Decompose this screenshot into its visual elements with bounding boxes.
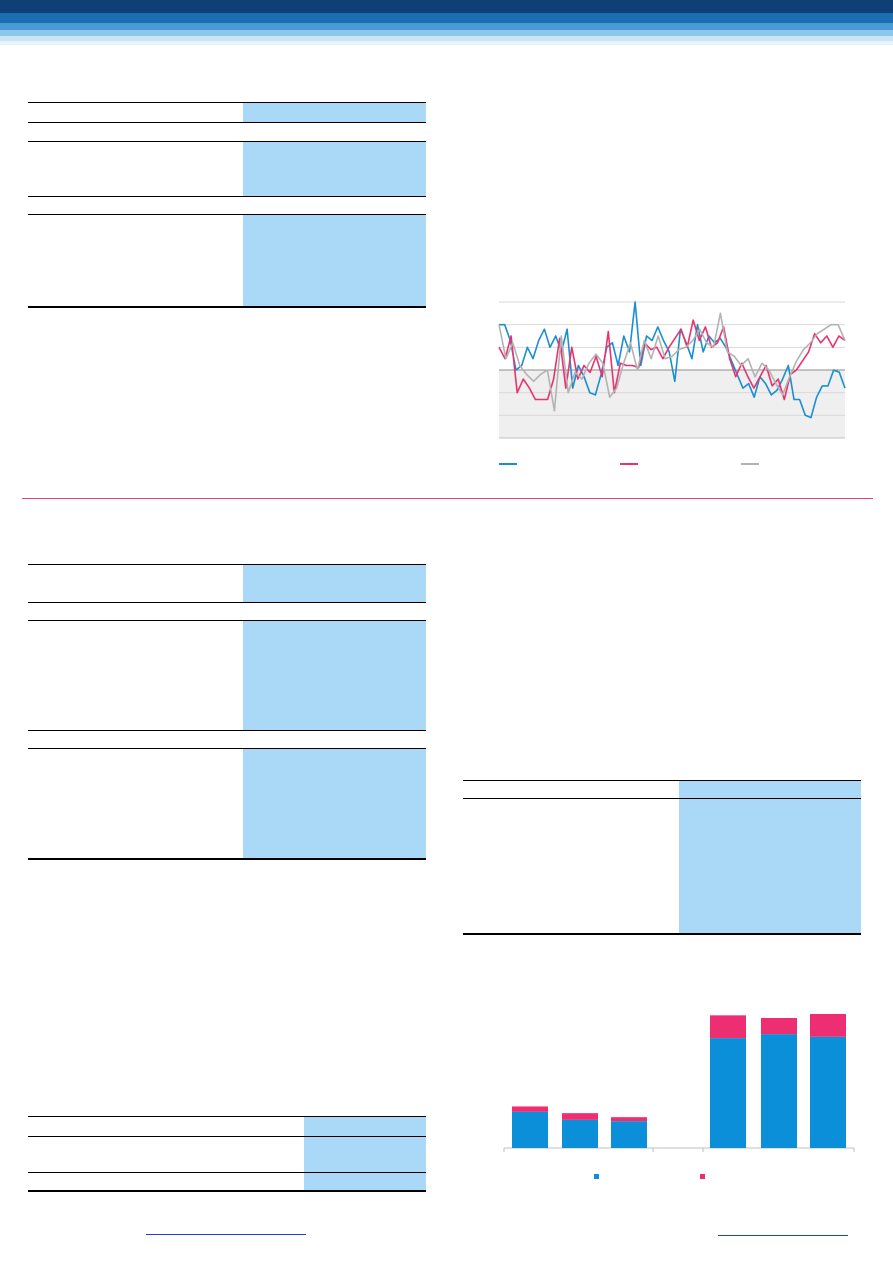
header-band <box>0 41 893 45</box>
line-chart-svg <box>498 301 846 465</box>
table-rule <box>28 122 426 123</box>
bar-base-6 <box>810 1036 846 1148</box>
header-band <box>0 13 893 23</box>
page-header-banner <box>0 0 893 45</box>
bar-top-3 <box>611 1117 647 1122</box>
table-shaded-column <box>243 565 426 602</box>
legend-swatch-1 <box>594 1174 599 1179</box>
table-rule <box>28 564 426 565</box>
table-rule <box>28 748 426 749</box>
table-1 <box>28 102 426 308</box>
bar-top-1 <box>512 1106 548 1112</box>
table-shaded-column <box>243 215 426 306</box>
bar-base-2 <box>562 1119 598 1148</box>
bar-base-1 <box>512 1111 548 1148</box>
table-4 <box>28 1116 426 1196</box>
legend-swatch-2 <box>700 1174 705 1179</box>
footer-link-right[interactable] <box>718 1235 848 1236</box>
shaded-region <box>499 370 845 438</box>
table-rule <box>28 1190 426 1192</box>
table-rule <box>463 780 861 781</box>
table-shaded-column <box>243 621 426 730</box>
footer-link-left[interactable] <box>146 1234 306 1235</box>
table-2 <box>28 564 426 862</box>
bar-top-5 <box>761 1018 797 1035</box>
table-rule <box>28 1172 426 1173</box>
bar-top-6 <box>810 1014 846 1037</box>
series-line-1 <box>499 301 846 419</box>
bar-base-3 <box>611 1121 647 1148</box>
series-line-3 <box>498 312 846 412</box>
header-band <box>0 30 893 36</box>
header-band <box>0 0 893 13</box>
table-rule <box>28 620 426 621</box>
table-rule <box>28 858 426 860</box>
table-shaded-column <box>304 1137 426 1172</box>
bar-chart-svg <box>503 1014 855 1179</box>
header-band <box>0 36 893 41</box>
table-shaded-column <box>679 799 861 933</box>
table-shaded-column <box>243 103 426 122</box>
table-rule <box>28 306 426 308</box>
table-rule <box>28 214 426 215</box>
series-line-2 <box>498 319 846 401</box>
table-rule <box>463 798 861 799</box>
bar-top-4 <box>710 1015 746 1039</box>
section-divider <box>22 498 873 499</box>
table-rule <box>28 141 426 142</box>
header-band <box>0 23 893 30</box>
bar-base-5 <box>761 1034 797 1148</box>
table-shaded-column <box>304 1117 426 1136</box>
table-rule <box>28 1136 426 1137</box>
table-rule <box>28 102 426 103</box>
table-rule <box>28 602 426 603</box>
table-rule <box>463 933 861 935</box>
line-chart <box>497 298 849 476</box>
bar-top-2 <box>562 1113 598 1120</box>
bar-base-4 <box>710 1038 746 1148</box>
table-shaded-column <box>243 142 426 196</box>
table-rule <box>28 196 426 197</box>
table-rule <box>28 1116 426 1117</box>
table-shaded-column <box>679 781 861 798</box>
table-shaded-column <box>304 1173 426 1190</box>
bar-chart <box>500 1010 856 1182</box>
table-rule <box>28 730 426 731</box>
table-shaded-column <box>243 749 426 858</box>
table-3 <box>463 780 861 938</box>
